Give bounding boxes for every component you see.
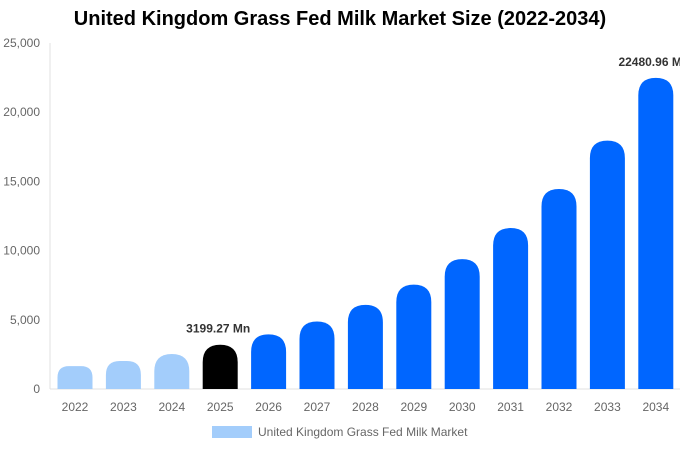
bar-2023 [105,361,141,389]
y-tick-label: 25,000 [3,36,40,50]
y-tick-label: 20,000 [3,105,40,119]
x-tick-label: 2027 [304,400,331,414]
x-tick-label: 2032 [546,400,573,414]
bar-2030 [444,259,480,389]
x-tick-label: 2028 [352,400,379,414]
legend-swatch [212,426,252,438]
x-tick-label: 2026 [255,400,282,414]
legend-label: United Kingdom Grass Fed Milk Market [258,425,468,439]
x-tick-label: 2031 [497,400,524,414]
bar-2022 [57,366,93,389]
bar-2026 [251,334,287,389]
x-tick-label: 2023 [110,400,137,414]
y-tick-label: 15,000 [3,174,40,188]
bar-2031 [493,228,529,389]
bar-2032 [541,189,577,389]
data-label-2025: 3199.27 Mn [186,322,250,336]
x-tick-label: 2030 [449,400,476,414]
bar-2029 [396,284,432,389]
bar-2028 [347,304,383,389]
x-tick-label: 2029 [400,400,427,414]
y-tick-label: 10,000 [3,244,40,258]
y-tick-label: 0 [33,382,40,396]
bar-2027 [299,321,335,389]
x-tick-label: 2022 [62,400,89,414]
legend[interactable]: United Kingdom Grass Fed Milk Market [212,425,467,439]
x-tick-label: 2033 [594,400,621,414]
bar-2034 [638,77,674,389]
y-tick-label: 5,000 [10,313,40,327]
bar-2025 [202,344,238,389]
chart-title: United Kingdom Grass Fed Milk Market Siz… [73,8,607,30]
bar-2033 [589,140,625,389]
x-tick-label: 2025 [207,400,234,414]
bar-2024 [154,353,190,389]
x-tick-label: 2024 [158,400,185,414]
data-label-2034: 22480.96 Mn [618,55,680,69]
x-tick-label: 2034 [642,400,669,414]
